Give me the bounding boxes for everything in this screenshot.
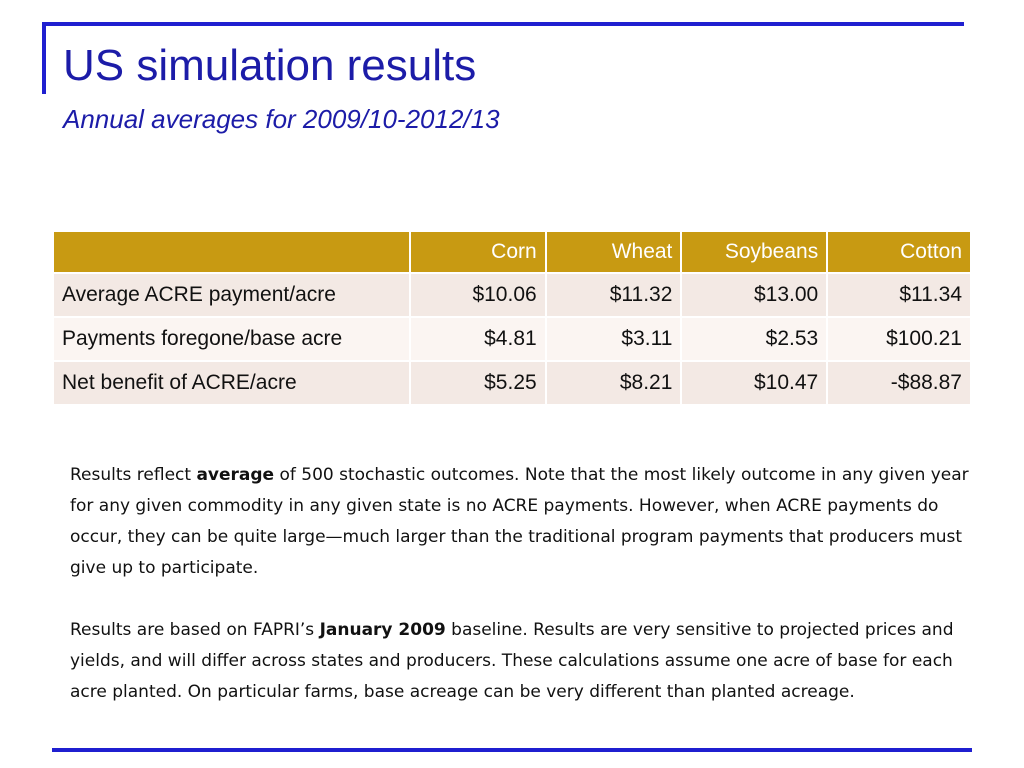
bottom-accent-rule bbox=[52, 748, 972, 752]
notes-p2-text-start: Results are based on FAPRI’s bbox=[70, 620, 320, 640]
notes-p1-text-start: Results reflect bbox=[70, 465, 197, 485]
notes-p1-text-end: of 500 stochastic outcomes. Note that th… bbox=[70, 465, 969, 578]
results-table: Corn Wheat Soybeans Cotton Average ACRE … bbox=[52, 230, 972, 406]
cell-soybeans: $2.53 bbox=[680, 316, 829, 362]
cell-cotton: $11.34 bbox=[826, 272, 972, 318]
notes-paragraph-1: Results reflect average of 500 stochasti… bbox=[70, 460, 982, 584]
table-row: Net benefit of ACRE/acre $5.25 $8.21 $10… bbox=[52, 360, 972, 406]
top-accent-rule bbox=[42, 22, 964, 26]
cell-cotton: $100.21 bbox=[826, 316, 972, 362]
slide-subtitle: Annual averages for 2009/10-2012/13 bbox=[63, 104, 500, 134]
slide-title: US simulation results bbox=[63, 41, 477, 90]
header-corn: Corn bbox=[408, 230, 547, 274]
table-row: Payments foregone/base acre $4.81 $3.11 … bbox=[52, 316, 972, 362]
cell-corn: $5.25 bbox=[408, 360, 547, 406]
notes-p2-emphasis: January 2009 bbox=[319, 620, 446, 640]
notes-p2-text-end: baseline. Results are very sensitive to … bbox=[70, 620, 954, 702]
notes-p1-emphasis: average bbox=[196, 465, 275, 485]
cell-soybeans: $13.00 bbox=[680, 272, 829, 318]
row-label: Average ACRE payment/acre bbox=[52, 272, 411, 318]
cell-corn: $10.06 bbox=[408, 272, 547, 318]
header-blank-cell bbox=[52, 230, 411, 274]
header-cotton: Cotton bbox=[826, 230, 972, 274]
row-label: Payments foregone/base acre bbox=[52, 316, 411, 362]
header-soybeans: Soybeans bbox=[680, 230, 829, 274]
cell-wheat: $11.32 bbox=[544, 272, 683, 318]
notes-paragraph-2: Results are based on FAPRI’s January 200… bbox=[70, 615, 982, 708]
row-label: Net benefit of ACRE/acre bbox=[52, 360, 411, 406]
cell-wheat: $3.11 bbox=[544, 316, 683, 362]
header-wheat: Wheat bbox=[544, 230, 683, 274]
cell-corn: $4.81 bbox=[408, 316, 547, 362]
notes-body: Results reflect average of 500 stochasti… bbox=[70, 460, 982, 739]
table-row: Average ACRE payment/acre $10.06 $11.32 … bbox=[52, 272, 972, 318]
table-header-row: Corn Wheat Soybeans Cotton bbox=[52, 230, 972, 274]
cell-wheat: $8.21 bbox=[544, 360, 683, 406]
cell-soybeans: $10.47 bbox=[680, 360, 829, 406]
left-accent-rule bbox=[42, 22, 46, 94]
cell-cotton: -$88.87 bbox=[826, 360, 972, 406]
